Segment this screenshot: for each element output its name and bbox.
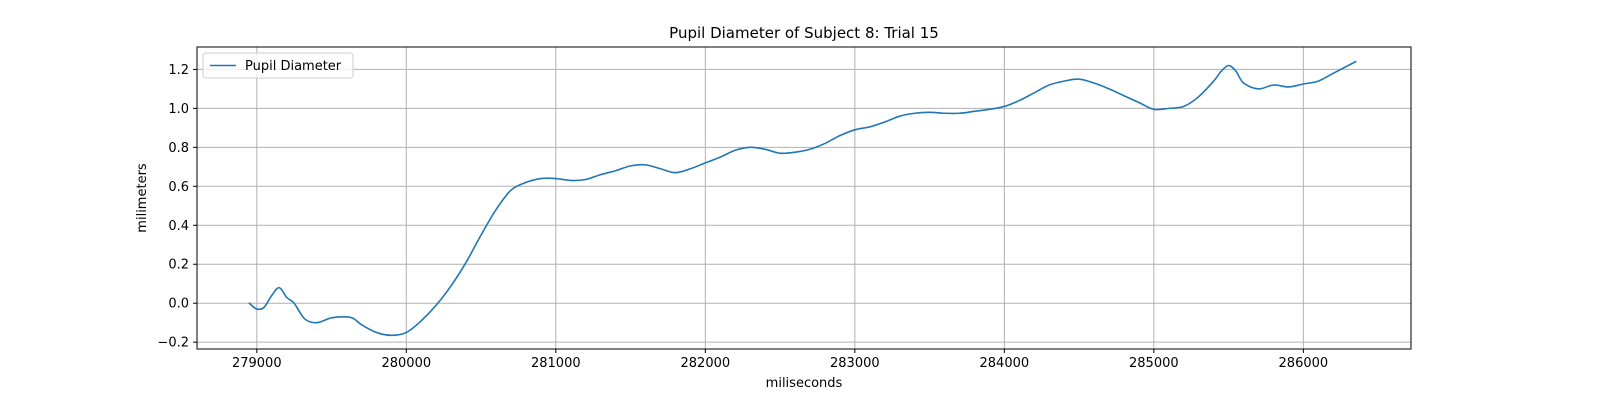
y-tick-label: 1.2 — [168, 63, 189, 78]
y-tick-label: 0.8 — [168, 141, 189, 156]
x-tick-label: 283000 — [830, 356, 880, 371]
y-axis-label: milimeters — [135, 163, 150, 233]
x-axis-label: miliseconds — [766, 376, 843, 391]
y-tick-label: 0.2 — [168, 258, 189, 273]
chart-title: Pupil Diameter of Subject 8: Trial 15 — [669, 24, 939, 42]
y-tick-label: 1.0 — [168, 102, 189, 117]
series-line-pupil-diameter — [248, 60, 1357, 337]
legend: Pupil Diameter — [202, 52, 354, 79]
y-tick-label: 0.0 — [168, 297, 189, 312]
x-tick-label: 279000 — [232, 356, 282, 371]
y-tick-label: 0.6 — [168, 180, 189, 195]
legend-box — [202, 52, 354, 79]
x-axis: 279000 280000 281000 282000 283000 284000 2850… — [232, 349, 1328, 371]
x-tick-label: 280000 — [381, 356, 431, 371]
x-tick-label: 285000 — [1129, 356, 1179, 371]
x-tick-label: 286000 — [1279, 356, 1329, 371]
y-tick-label: −0.2 — [157, 336, 189, 351]
plot-frame — [196, 46, 1412, 350]
grid-lines — [197, 47, 1411, 349]
y-tick-label: 0.4 — [168, 219, 189, 234]
x-tick-label: 281000 — [531, 356, 581, 371]
x-tick-label: 282000 — [681, 356, 731, 371]
series-lines — [248, 60, 1357, 337]
x-tick-label: 284000 — [980, 356, 1030, 371]
y-axis: −0.2 0.0 0.2 0.4 0.6 0.8 1.0 1.2 — [157, 63, 197, 351]
legend-label-pupil-diameter: Pupil Diameter — [245, 59, 342, 74]
